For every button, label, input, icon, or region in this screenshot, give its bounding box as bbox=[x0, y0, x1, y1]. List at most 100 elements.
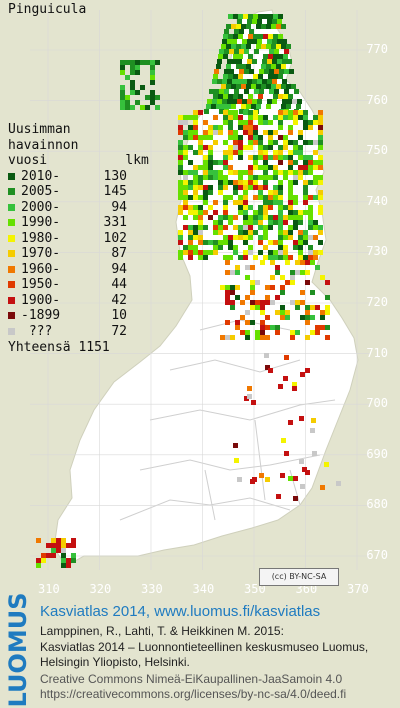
occurrence-square bbox=[325, 305, 330, 310]
occurrence-square bbox=[71, 543, 76, 548]
occurrence-square bbox=[248, 235, 253, 240]
occurrence-square bbox=[296, 104, 301, 109]
occurrence-square bbox=[303, 185, 308, 190]
occurrence-square bbox=[193, 235, 198, 240]
occurrence-square bbox=[308, 180, 313, 185]
occurrence-square bbox=[318, 225, 323, 230]
occurrence-square bbox=[251, 84, 256, 89]
y-tick-label: 720 bbox=[366, 295, 388, 309]
y-tick-label: 670 bbox=[366, 548, 388, 562]
occurrence-square bbox=[273, 74, 278, 79]
occurrence-square bbox=[178, 210, 183, 215]
occurrence-square bbox=[61, 558, 66, 563]
occurrence-square bbox=[263, 200, 268, 205]
occurrence-square bbox=[325, 325, 330, 330]
occurrence-square bbox=[313, 235, 318, 240]
occurrence-square bbox=[263, 245, 268, 250]
occurrence-square bbox=[183, 245, 188, 250]
occurrence-square bbox=[325, 280, 330, 285]
occurrence-square bbox=[252, 477, 257, 482]
occurrence-square bbox=[213, 130, 218, 135]
occurrence-square bbox=[183, 150, 188, 155]
occurrence-square bbox=[253, 140, 258, 145]
occurrence-square bbox=[260, 320, 265, 325]
occurrence-square bbox=[288, 185, 293, 190]
occurrence-square bbox=[298, 210, 303, 215]
occurrence-square bbox=[245, 335, 250, 340]
occurrence-square bbox=[299, 459, 304, 464]
occurrence-square bbox=[241, 64, 246, 69]
occurrence-square bbox=[308, 220, 313, 225]
occurrence-square bbox=[277, 19, 282, 24]
y-tick-label: 680 bbox=[366, 497, 388, 512]
occurrence-square bbox=[308, 140, 313, 145]
occurrence-square bbox=[278, 14, 283, 19]
occurrence-square bbox=[178, 195, 183, 200]
occurrence-square bbox=[278, 190, 283, 195]
occurrence-square bbox=[208, 240, 213, 245]
occurrence-square bbox=[283, 155, 288, 160]
citation-line-3: Helsingin Yliopisto, Helsinki. bbox=[40, 655, 190, 669]
occurrence-square bbox=[258, 235, 263, 240]
occurrence-square bbox=[233, 110, 238, 115]
license-url[interactable]: https://creativecommons.org/licenses/by-… bbox=[40, 687, 347, 701]
occurrence-square bbox=[290, 335, 295, 340]
occurrence-square bbox=[229, 49, 234, 54]
occurrence-square bbox=[252, 39, 257, 44]
occurrence-square bbox=[213, 210, 218, 215]
occurrence-square bbox=[268, 140, 273, 145]
legend-swatch bbox=[8, 281, 15, 289]
occurrence-square bbox=[288, 160, 293, 165]
occurrence-square bbox=[305, 310, 310, 315]
occurrence-square bbox=[193, 135, 198, 140]
occurrence-square bbox=[298, 170, 303, 175]
occurrence-square bbox=[218, 170, 223, 175]
occurrence-square bbox=[221, 44, 226, 49]
occurrence-square bbox=[183, 225, 188, 230]
occurrence-square bbox=[293, 180, 298, 185]
occurrence-square bbox=[239, 29, 244, 34]
occurrence-square bbox=[208, 175, 213, 180]
occurrence-square bbox=[270, 325, 275, 330]
occurrence-square bbox=[188, 170, 193, 175]
occurrence-square bbox=[193, 185, 198, 190]
occurrence-square bbox=[233, 140, 238, 145]
occurrence-square bbox=[308, 195, 313, 200]
occurrence-square bbox=[223, 115, 228, 120]
occurrence-square bbox=[248, 115, 253, 120]
occurrence-square bbox=[193, 120, 198, 125]
occurrence-square bbox=[280, 290, 285, 295]
occurrence-square bbox=[223, 34, 228, 39]
occurrence-square bbox=[318, 135, 323, 140]
occurrence-square bbox=[278, 160, 283, 165]
legend-row: 2010- 130 bbox=[8, 169, 149, 185]
occurrence-square bbox=[193, 225, 198, 230]
occurrence-square bbox=[246, 24, 251, 29]
atlas-link[interactable]: Kasviatlas 2014, www.luomus.fi/kasviatla… bbox=[40, 603, 321, 620]
occurrence-square bbox=[203, 170, 208, 175]
occurrence-square bbox=[278, 54, 283, 59]
occurrence-square bbox=[217, 59, 222, 64]
occurrence-square bbox=[263, 210, 268, 215]
occurrence-square bbox=[125, 60, 130, 65]
legend-count: 130 bbox=[103, 168, 127, 184]
occurrence-square bbox=[222, 79, 227, 84]
occurrence-square bbox=[273, 34, 278, 39]
occurrence-square bbox=[193, 130, 198, 135]
occurrence-square bbox=[236, 84, 241, 89]
occurrence-square bbox=[315, 330, 320, 335]
occurrence-square bbox=[273, 195, 278, 200]
occurrence-square bbox=[208, 155, 213, 160]
occurrence-square bbox=[274, 49, 279, 54]
occurrence-square bbox=[238, 225, 243, 230]
occurrence-square bbox=[308, 245, 313, 250]
occurrence-square bbox=[120, 105, 125, 110]
occurrence-square bbox=[278, 230, 283, 235]
occurrence-square bbox=[278, 245, 283, 250]
occurrence-square bbox=[46, 553, 51, 558]
occurrence-square bbox=[213, 220, 218, 225]
occurrence-square bbox=[273, 150, 278, 155]
occurrence-square bbox=[278, 34, 283, 39]
occurrence-square bbox=[238, 205, 243, 210]
occurrence-square bbox=[227, 39, 232, 44]
